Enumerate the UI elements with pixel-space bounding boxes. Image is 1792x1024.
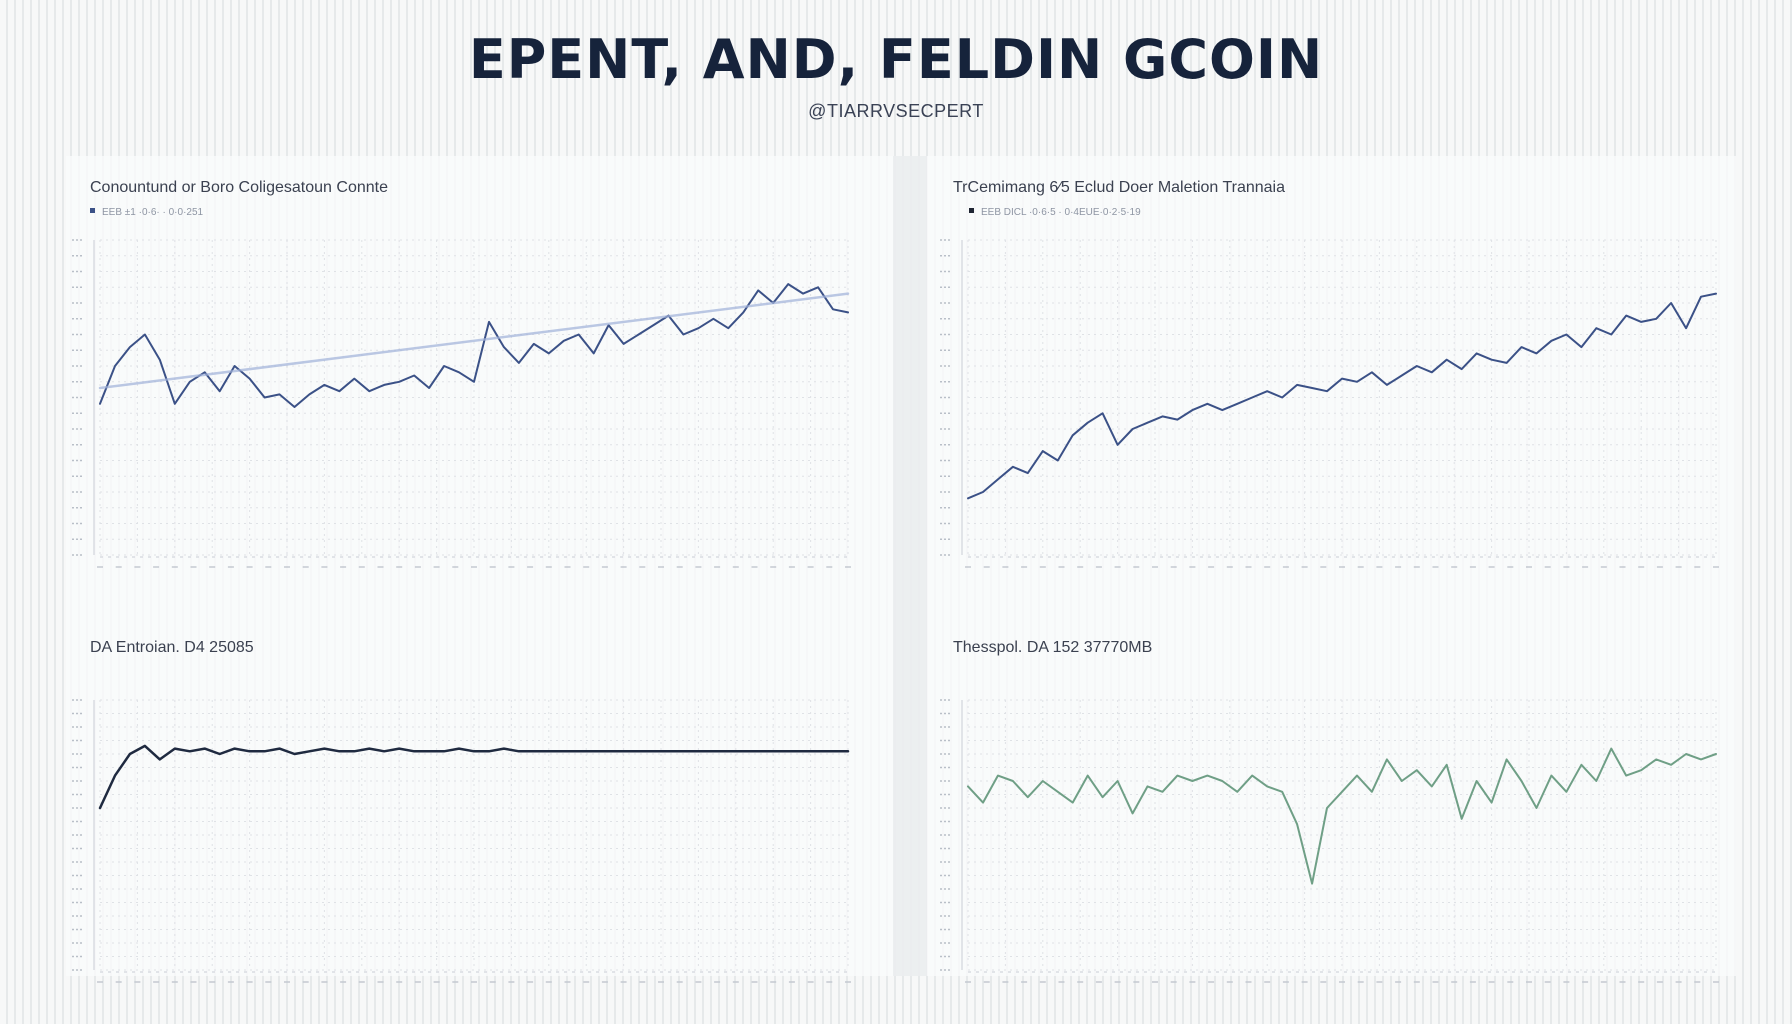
chart-2-title: TrCemimang 6⁄5 Eclud Doer Maletion Trann… bbox=[953, 179, 1285, 196]
chart-1-legend: EEB ±1 ·0·6· · 0·0·251 bbox=[102, 207, 204, 218]
page-title: EPENT, AND, FELDIN GCOIN bbox=[468, 28, 1324, 91]
chart-1-plot bbox=[72, 239, 851, 568]
page-subtitle: @TIARRVSECPERT bbox=[808, 101, 984, 121]
chart-2-legend: EEB DICL ·0·6·5 · 0·4EUE·0·2·5·19 bbox=[981, 207, 1141, 218]
chart-2-legend-swatch bbox=[969, 208, 974, 213]
chart-2-series-1-line bbox=[967, 292, 1717, 500]
chart-2-plot bbox=[940, 239, 1719, 568]
chart-4-title: Thesspol. DA 152 37770MB bbox=[953, 639, 1152, 656]
chart-1-legend-swatch bbox=[90, 208, 95, 213]
panel-divider bbox=[893, 156, 927, 976]
chart-4-series-1-line bbox=[967, 747, 1717, 885]
chart-4-plot bbox=[940, 699, 1719, 983]
chart-1-series-2-line bbox=[98, 292, 850, 390]
chart-3-plot bbox=[72, 699, 851, 983]
chart-1-series-1-line bbox=[99, 283, 849, 408]
chart-1-title: Conountund or Boro Coligesatoun Connte bbox=[90, 179, 388, 196]
chart-3-series-1-line bbox=[98, 744, 850, 810]
chart-3-title: DA Entroian. D4 25085 bbox=[90, 639, 254, 656]
